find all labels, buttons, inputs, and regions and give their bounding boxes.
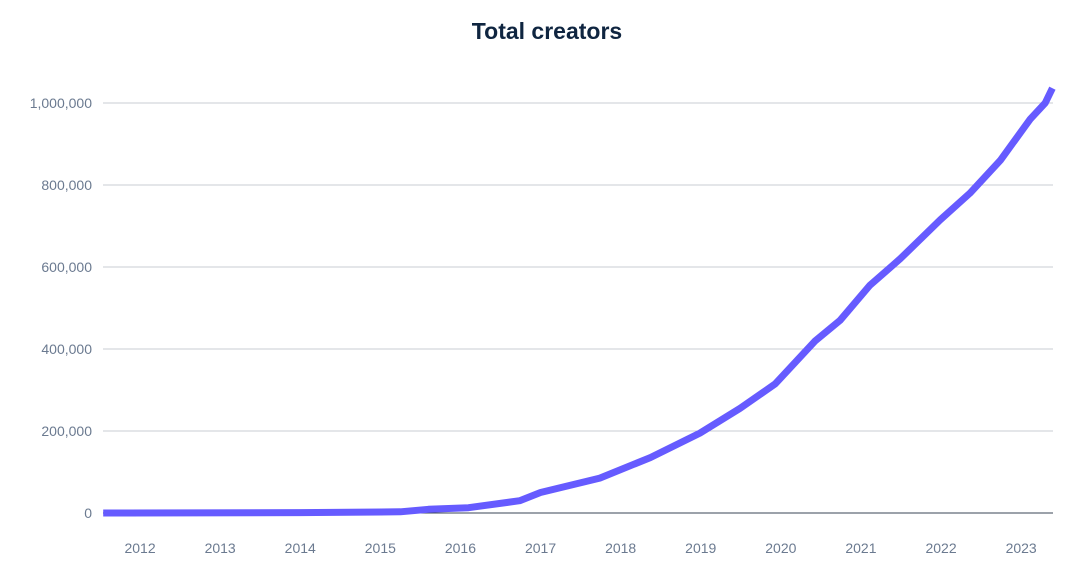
- y-tick-label: 600,000: [41, 259, 92, 275]
- x-tick-label: 2016: [445, 540, 476, 556]
- y-tick-label: 200,000: [41, 423, 92, 439]
- x-tick-label: 2013: [205, 540, 236, 556]
- x-tick-label: 2021: [845, 540, 876, 556]
- chart-title: Total creators: [472, 18, 622, 44]
- x-axis: 2012 2013 2014 2015 2016 2017 2018 2019 2020 2021…: [124, 540, 1036, 556]
- x-tick-label: 2017: [525, 540, 556, 556]
- y-axis: 0 200,000 400,000 600,000 800,000 1,000,000: [30, 95, 93, 521]
- y-tick-label: 400,000: [41, 341, 92, 357]
- series-line: [103, 86, 1056, 517]
- x-tick-label: 2018: [605, 540, 636, 556]
- y-tick-label: 0: [84, 505, 92, 521]
- x-tick-label: 2014: [285, 540, 316, 556]
- x-tick-label: 2015: [365, 540, 396, 556]
- grid-lines: [103, 102, 1053, 514]
- x-tick-label: 2023: [1006, 540, 1037, 556]
- y-tick-label: 1,000,000: [30, 95, 92, 111]
- x-tick-label: 2022: [925, 540, 956, 556]
- x-tick-label: 2012: [124, 540, 155, 556]
- x-tick-label: 2020: [765, 540, 796, 556]
- series-layer: [103, 86, 1056, 517]
- x-tick-label: 2019: [685, 540, 716, 556]
- y-tick-label: 800,000: [41, 177, 92, 193]
